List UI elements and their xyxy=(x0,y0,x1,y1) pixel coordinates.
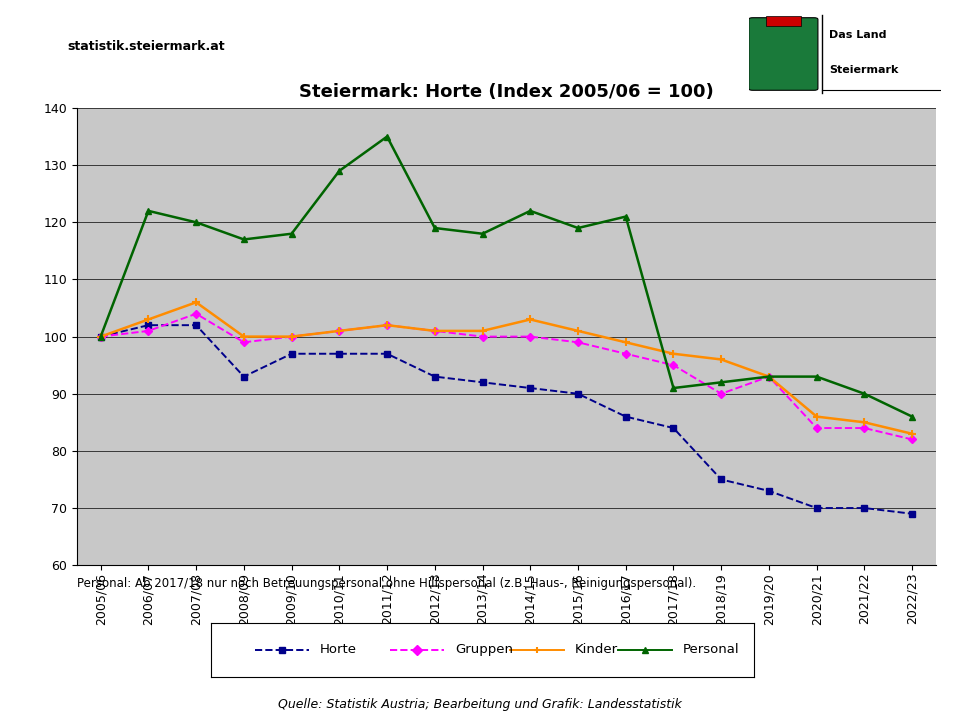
Text: Das Land: Das Land xyxy=(829,30,887,40)
Text: statistik.steiermark.at: statistik.steiermark.at xyxy=(67,40,225,53)
Title: Steiermark: Horte (Index 2005/06 = 100): Steiermark: Horte (Index 2005/06 = 100) xyxy=(299,83,714,101)
Bar xyxy=(766,16,801,27)
Text: Quelle: Statistik Austria; Bearbeitung und Grafik: Landesstatistik: Quelle: Statistik Austria; Bearbeitung u… xyxy=(278,698,682,711)
Text: Steiermark: Steiermark xyxy=(829,65,899,75)
Text: Personal: Personal xyxy=(684,643,740,657)
Text: Kinder: Kinder xyxy=(575,643,617,657)
Text: Horte: Horte xyxy=(320,643,357,657)
Text: Gruppen: Gruppen xyxy=(455,643,514,657)
FancyBboxPatch shape xyxy=(749,18,818,90)
Text: Personal: Ab 2017/18 nur noch Betreuungspersonal ohne Hilfspersonal (z.B. Haus-,: Personal: Ab 2017/18 nur noch Betreuungs… xyxy=(77,577,696,590)
